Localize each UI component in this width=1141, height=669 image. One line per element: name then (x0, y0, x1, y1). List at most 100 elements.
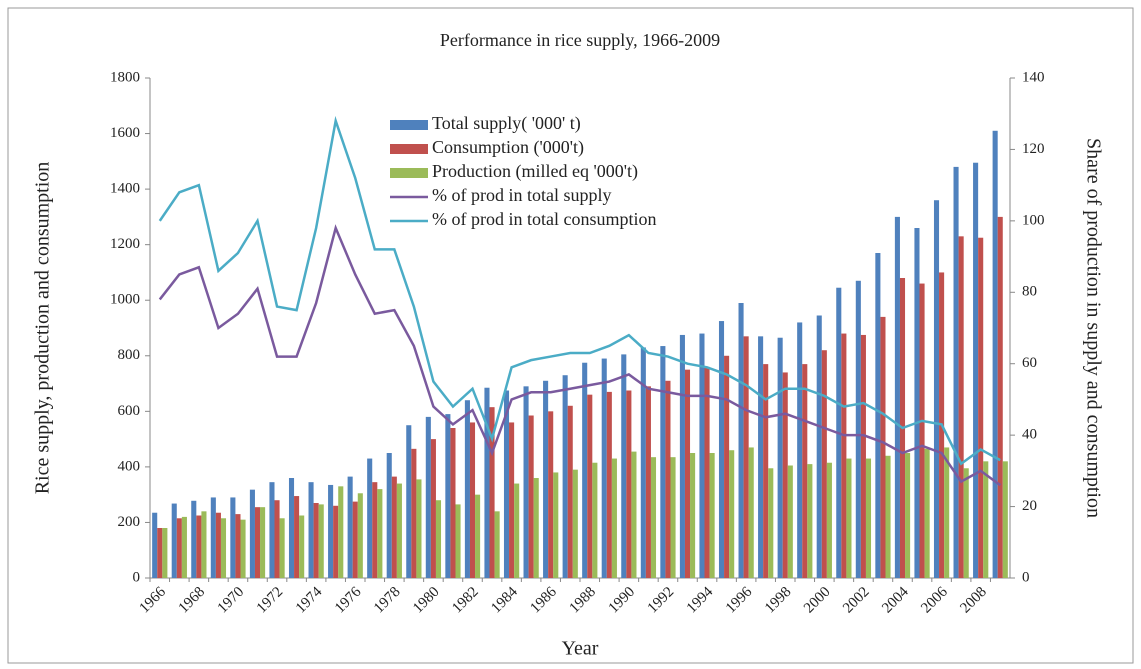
bar (411, 448, 417, 578)
bar (860, 334, 866, 578)
x-tick-label: 1976 (332, 584, 365, 617)
y2-axis-title: Share of production in supply and consum… (1082, 138, 1104, 518)
bar (787, 465, 793, 578)
bar (567, 405, 573, 578)
legend-swatch (390, 168, 428, 178)
y2-tick-label: 40 (1022, 427, 1037, 443)
x-tick-label: 1988 (567, 584, 600, 617)
bar (260, 507, 266, 578)
bar (494, 511, 500, 578)
bar (210, 497, 216, 578)
bar (416, 479, 422, 578)
x-tick-label: 1974 (293, 584, 326, 617)
bar (821, 350, 827, 578)
legend-swatch (390, 144, 428, 154)
bar (294, 496, 300, 578)
bar (997, 216, 1003, 578)
bar (372, 482, 378, 578)
bar (152, 512, 158, 578)
bar (357, 493, 363, 578)
bar (709, 453, 715, 578)
bar (240, 519, 246, 578)
bar (841, 333, 847, 578)
bar (201, 511, 207, 578)
y-tick-label: 600 (118, 403, 141, 419)
y-tick-label: 1400 (110, 181, 140, 197)
bar (523, 386, 529, 578)
bar (196, 515, 202, 578)
x-tick-label: 2000 (801, 584, 834, 617)
bar (333, 505, 339, 578)
bar (905, 453, 911, 578)
bar (396, 483, 402, 578)
line-series (158, 115, 1001, 466)
bar (475, 494, 481, 578)
bar (665, 380, 671, 578)
bar (807, 464, 813, 578)
bar (230, 497, 236, 578)
x-tick-label: 2004 (879, 584, 912, 617)
bar (279, 518, 285, 578)
y2-tick-label: 0 (1022, 569, 1030, 585)
x-axis-title: Year (562, 638, 599, 660)
x-tick-label: 1986 (527, 584, 560, 617)
bar (533, 478, 539, 578)
bar (543, 380, 549, 578)
x-tick-label: 1996 (723, 584, 756, 617)
y-tick-label: 1200 (110, 236, 140, 252)
bar (509, 422, 515, 578)
bar (191, 500, 197, 578)
bar (274, 500, 280, 578)
x-tick-label: 1978 (371, 584, 404, 617)
bar (582, 362, 588, 578)
bar (645, 386, 651, 578)
bar (690, 453, 696, 578)
y-tick-label: 0 (133, 569, 141, 585)
bar (699, 333, 705, 578)
bar (846, 458, 852, 578)
bar (631, 451, 637, 578)
bar (464, 400, 470, 578)
bar (601, 358, 607, 578)
x-tick-label: 1998 (762, 584, 795, 617)
x-tick-label: 1990 (606, 584, 639, 617)
bar (562, 375, 568, 578)
y2-tick-label: 80 (1022, 284, 1037, 300)
bar (338, 486, 344, 578)
bar (640, 347, 646, 578)
bar (919, 283, 925, 578)
bar (729, 450, 735, 578)
bar (626, 390, 632, 578)
bar (425, 416, 431, 578)
y2-tick-label: 20 (1022, 498, 1037, 514)
bar (606, 391, 612, 578)
bar (816, 315, 822, 578)
bar (914, 228, 920, 578)
chart-title: Performance in rice supply, 1966-2009 (440, 30, 720, 50)
bar (944, 447, 950, 578)
bar (724, 355, 730, 578)
bar (435, 500, 442, 578)
x-tick-label: 1984 (488, 584, 521, 617)
bar (748, 447, 754, 578)
y2-tick-label: 100 (1022, 212, 1045, 228)
bar (865, 458, 872, 578)
bar (548, 411, 554, 578)
x-tick-label: 1992 (645, 584, 678, 617)
bar (963, 468, 969, 578)
bar (797, 322, 803, 578)
chart-frame (7, 7, 1134, 664)
bar (235, 514, 241, 578)
bar (983, 461, 989, 578)
bar (875, 253, 881, 578)
bar (621, 354, 627, 578)
bar (992, 130, 998, 578)
bar (406, 425, 412, 578)
bar (933, 200, 940, 578)
line-series (158, 224, 1001, 487)
x-tick-label: 1972 (254, 584, 287, 617)
bar (176, 518, 182, 578)
bar (763, 364, 769, 578)
bar (592, 462, 598, 578)
